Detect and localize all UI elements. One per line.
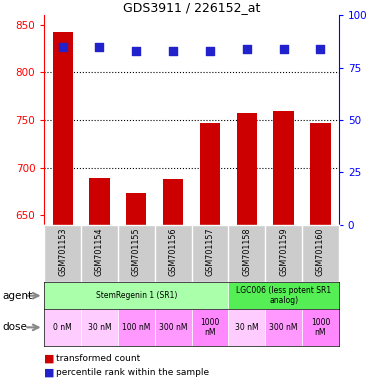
Text: 1000
nM: 1000 nM [311,318,330,337]
Text: ■: ■ [44,354,55,364]
Text: GSM701154: GSM701154 [95,227,104,276]
Point [317,46,323,52]
Bar [192,309,228,346]
Bar [237,113,257,225]
Text: percentile rank within the sample: percentile rank within the sample [56,368,209,377]
Bar [273,111,294,225]
Bar [89,178,110,225]
Bar [118,309,155,346]
Bar [310,123,330,225]
Text: 30 nM: 30 nM [88,323,111,332]
Text: GSM701156: GSM701156 [169,227,177,276]
Title: GDS3911 / 226152_at: GDS3911 / 226152_at [123,1,260,14]
Text: agent: agent [2,291,32,301]
Bar [163,179,183,225]
Text: 30 nM: 30 nM [235,323,259,332]
Text: StemRegenin 1 (SR1): StemRegenin 1 (SR1) [95,291,177,300]
Text: dose: dose [2,322,27,333]
Text: 100 nM: 100 nM [122,323,151,332]
Bar [81,309,118,346]
Text: GSM701155: GSM701155 [132,227,141,276]
Text: GSM701157: GSM701157 [206,227,214,276]
Bar [44,309,81,346]
Point [207,48,213,54]
Bar [126,193,146,225]
Text: 1000
nM: 1000 nM [200,318,219,337]
Bar [53,31,73,225]
Bar [155,309,192,346]
Text: 300 nM: 300 nM [270,323,298,332]
Text: ■: ■ [44,367,55,377]
Point [133,48,139,54]
Bar [228,309,265,346]
Point [170,48,176,54]
Text: GSM701153: GSM701153 [58,227,67,276]
Point [96,44,102,50]
Text: GSM701158: GSM701158 [242,227,251,276]
Text: transformed count: transformed count [56,354,140,363]
Bar [302,309,339,346]
Text: GSM701159: GSM701159 [279,227,288,276]
Bar [200,123,220,225]
Point [60,44,66,50]
Bar [228,282,339,309]
Point [281,46,287,52]
Text: LGC006 (less potent SR1
analog): LGC006 (less potent SR1 analog) [236,286,331,305]
Bar [265,309,302,346]
Text: 300 nM: 300 nM [159,323,187,332]
Text: 0 nM: 0 nM [53,323,72,332]
Bar [44,282,228,309]
Text: GSM701160: GSM701160 [316,227,325,276]
Point [244,46,250,52]
